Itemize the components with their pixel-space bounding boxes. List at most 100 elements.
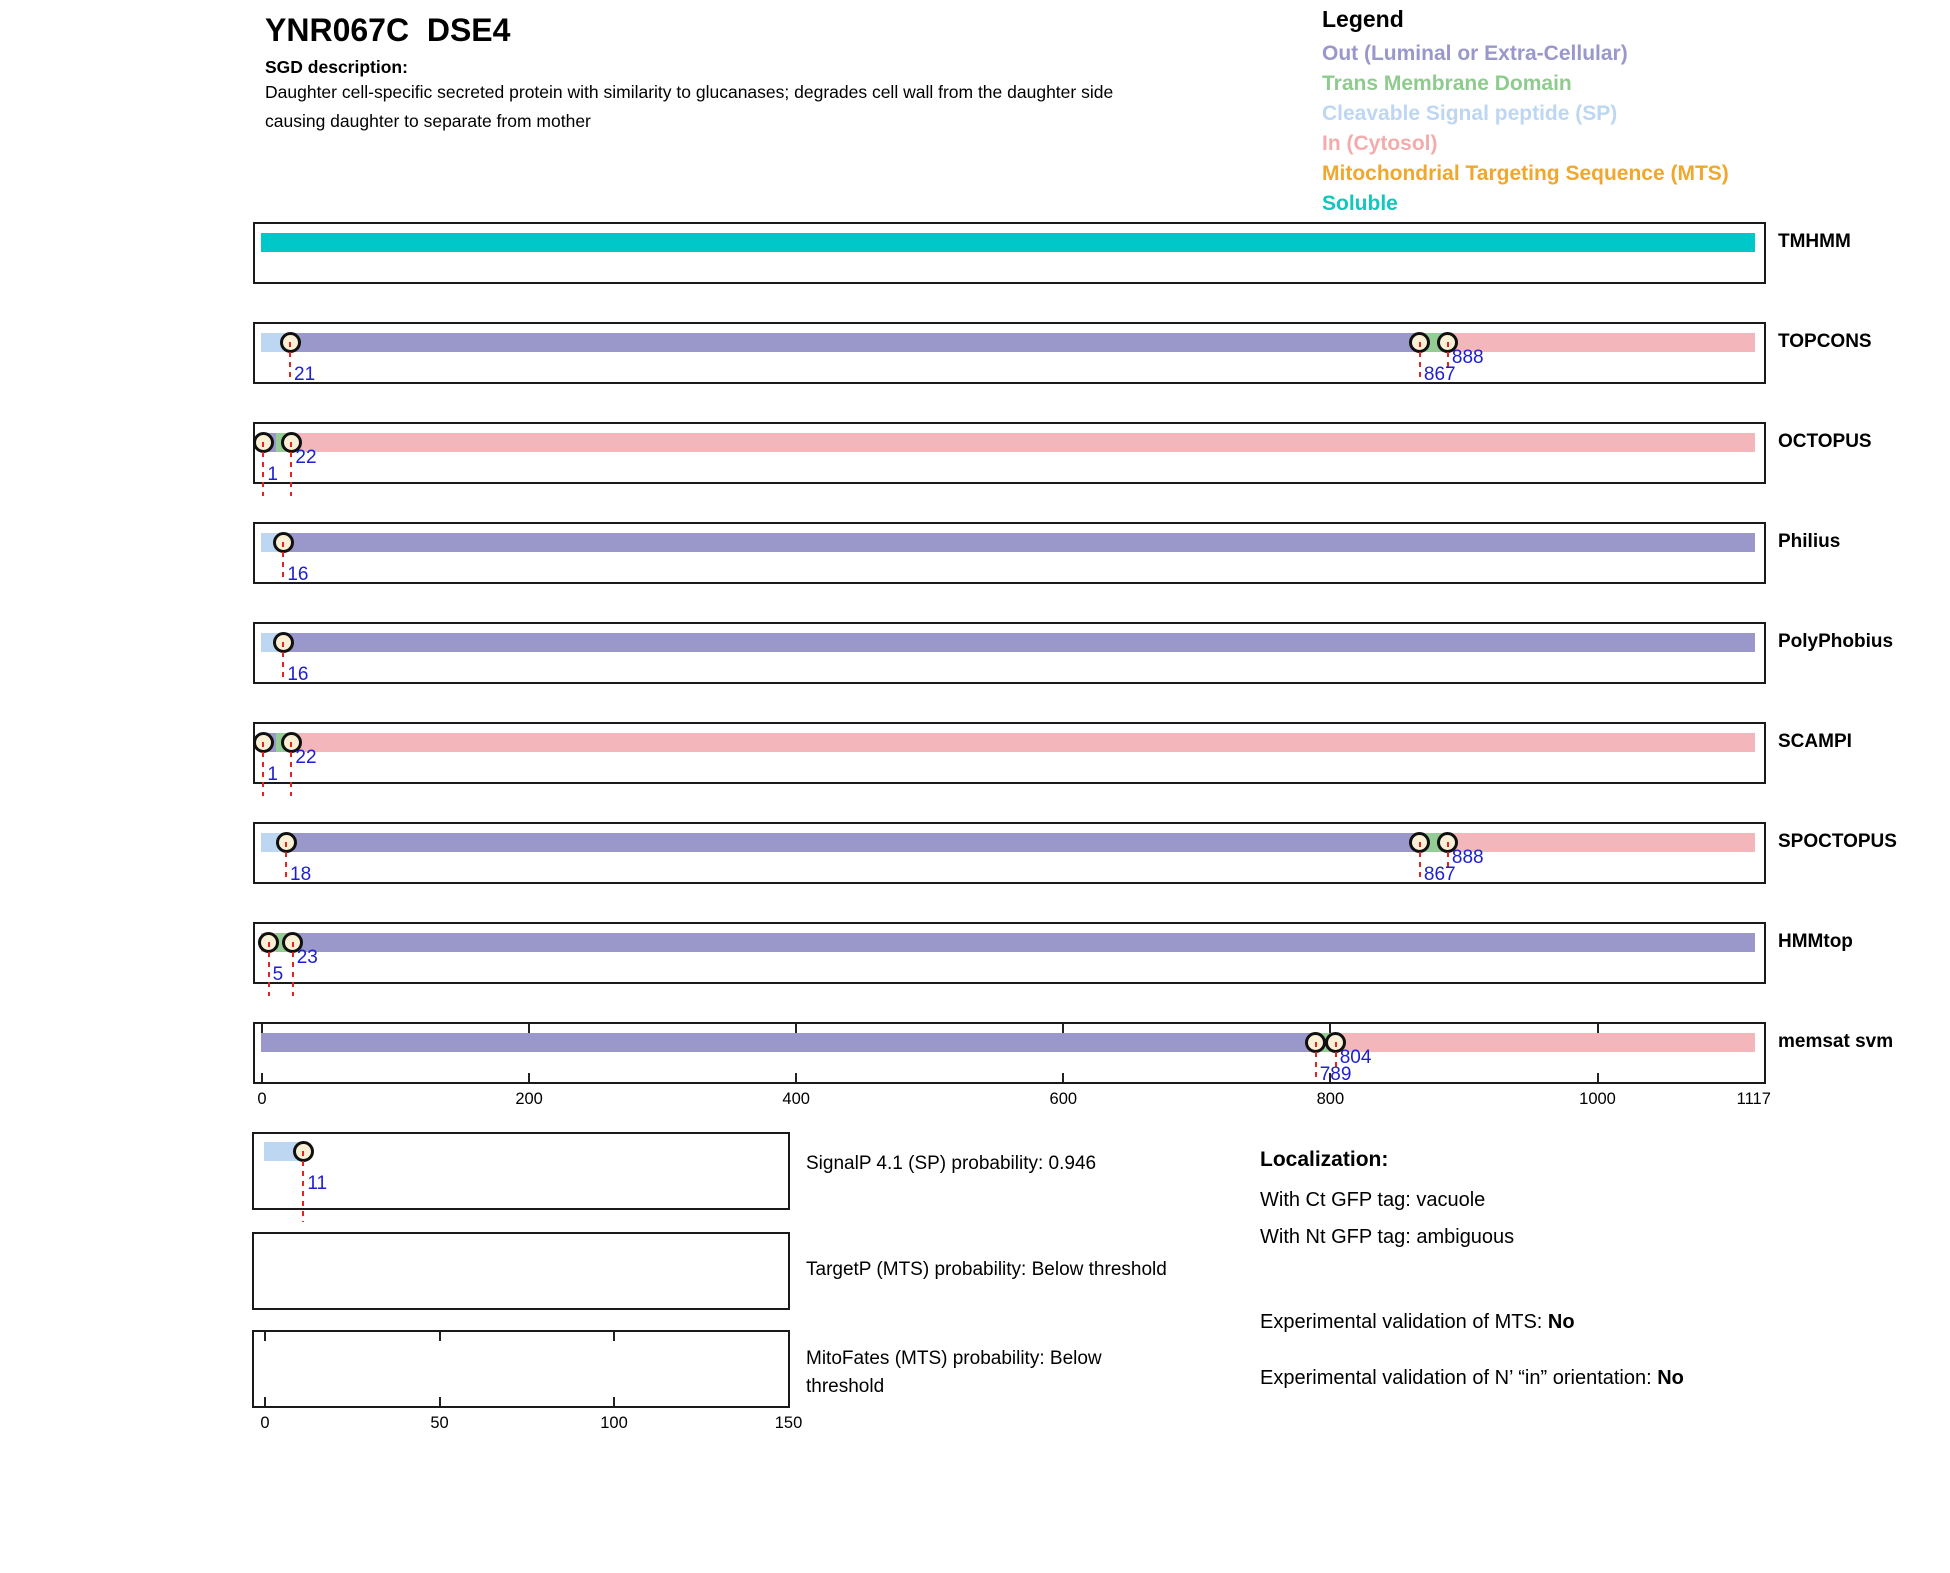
signalp-plot-box: 11 [252,1132,790,1222]
axis-tick [795,1024,798,1033]
axis-tick [613,1332,615,1341]
legend-item-sp: Cleavable Signal peptide (SP) [1322,102,1618,125]
track-label-spoctopus: SPOCTOPUS [1778,831,1897,852]
axis-tick [795,1073,798,1082]
boundary-dashed-line [1418,842,1421,882]
axis-tick-label: 200 [515,1090,543,1108]
marker-position-label: 1 [267,464,278,485]
mitofates-axis-tick-label: 100 [600,1414,628,1432]
boundary-dashed-line [1314,1042,1317,1082]
track-label-octopus: OCTOPUS [1778,431,1872,452]
legend-item-in: In (Cytosol) [1322,132,1438,155]
mitofates-plot-box [252,1330,790,1408]
legend-title: Legend [1322,6,1404,32]
track-box-memsat-svm: 789 804 [253,1022,1766,1085]
marker-position-label: 16 [287,664,309,685]
axis-tick [264,1332,266,1341]
boundary-dashed-line [302,1151,305,1222]
axis-tick [1596,1024,1599,1033]
orientation-validation-prefix: Experimental validation of N’ “in” orien… [1260,1367,1658,1389]
axis-tick-label: 800 [1316,1090,1345,1108]
segment-out [290,333,1420,352]
boundary-dashed-line [282,642,285,682]
axis-tick [1329,1024,1332,1033]
track-label-hmmtop: HMMtop [1778,931,1853,952]
track-box-philius: 16 [253,522,1766,585]
marker-position-label: 23 [296,947,318,968]
axis-tick [613,1397,615,1406]
axis-tick [438,1397,441,1406]
axis-tick-label: 1000 [1579,1090,1616,1108]
marker-position-label: 789 [1319,1064,1352,1085]
segment-in [1447,333,1755,352]
marker-position-label: 5 [272,964,284,985]
sgd-description-label: SGD description: [265,57,408,77]
track-box-polyphobius: 16 [253,622,1766,685]
mitofates-axis-tick-label: 150 [774,1414,803,1432]
segment-out [283,533,1755,552]
boundary-dashed-line [1334,1042,1337,1068]
segment-out [261,1033,1316,1052]
track-box-tmhmm [253,222,1766,284]
page-title: YNR067C DSE4 [265,12,511,48]
marker-position-label: 22 [295,447,317,468]
legend: Legend Out (Luminal or Extra-Cellular) Tr… [1322,6,1729,219]
orientation-validation-line: Experimental validation of N’ “in” orien… [1260,1367,1684,1390]
targetp-caption: TargetP (MTS) probability: Below thresho… [806,1259,1167,1280]
sgd-description-text: Daughter cell-specific secreted protein … [265,82,1114,131]
mitofates-axis-tick-label: 0 [260,1414,270,1432]
localization-title: Localization: [1260,1148,1389,1171]
track-label-tmhmm: TMHMM [1778,231,1851,252]
track-label-polyphobius: PolyPhobius [1778,631,1894,652]
track-box-hmmtop: 5 23 [253,922,1766,996]
mitofates-axis-tick-label: 50 [430,1414,449,1432]
signalp-caption: SignalP 4.1 (SP) probability: 0.946 [806,1153,1097,1174]
track-box-spoctopus: 18 867 888 [253,822,1766,885]
mts-validation-line: Experimental validation of MTS: No [1260,1311,1575,1334]
track-label-scampi: SCAMPI [1778,731,1852,752]
boundary-dashed-line [282,542,285,582]
axis-tick-label: 400 [782,1090,810,1108]
mts-validation-prefix: Experimental validation of MTS: [1260,1311,1548,1333]
axis-tick-label: 600 [1049,1090,1078,1108]
track-box-scampi: 1 22 [252,722,1766,796]
marker-position-label: 867 [1423,864,1456,885]
marker-position-label: 1 [267,764,278,785]
axis-tick [528,1073,531,1082]
boundary-dashed-line [1446,842,1449,868]
axis-tick [1596,1073,1599,1082]
orientation-validation-value: No [1657,1367,1684,1389]
segment-out [292,933,1755,952]
segment-in [291,433,1755,452]
segment-in [291,733,1755,752]
nt-gfp-line: With Nt GFP tag: ambiguous [1260,1226,1515,1248]
track-box-octopus: 1 22 [252,422,1766,496]
legend-item-mts: Mitochondrial Targeting Sequence (MTS) [1322,162,1729,185]
marker-position-label: 804 [1339,1047,1372,1068]
mts-validation-value: No [1547,1311,1575,1333]
legend-item-out: Out (Luminal or Extra-Cellular) [1322,42,1628,65]
boundary-dashed-line [262,742,265,796]
legend-items: Out (Luminal or Extra-Cellular) Trans Mem… [1322,39,1729,219]
track-label-philius: Philius [1778,531,1841,552]
marker-position-label: 18 [290,864,312,885]
marker-position-label: 867 [1423,364,1456,385]
axis-tick [1062,1073,1065,1082]
marker-position-label: 16 [287,564,309,585]
marker-position-label: 22 [295,747,317,768]
targetp-plot-box [252,1232,790,1310]
ct-gfp-line: With Ct GFP tag: vacuole [1260,1189,1486,1211]
axis-tick [438,1332,441,1341]
boundary-dashed-line [262,442,265,496]
axis-tick [528,1024,531,1033]
segment-out [283,633,1755,652]
segment-out [286,833,1420,852]
track-box-topcons: 21 867 888 [253,322,1766,385]
marker-position-label: 11 [307,1173,328,1194]
axis-tick [1062,1024,1065,1033]
axis-tick-label: 1117 [1736,1090,1771,1108]
mitofates-caption: MitoFates (MTS) probability: Below thres… [806,1348,1102,1397]
marker-position-label: 888 [1451,347,1484,368]
segment-in [1335,1033,1755,1052]
axis-tick [1329,1073,1332,1082]
